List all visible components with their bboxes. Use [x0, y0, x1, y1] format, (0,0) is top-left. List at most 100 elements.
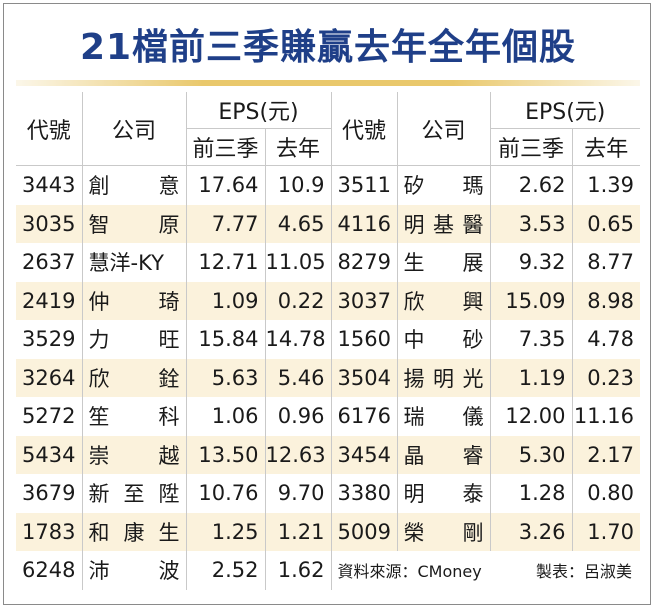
table-body: 3443 創意 17.64 10.9 3511 矽瑪 2.62 1.39 3035 智原 7.77 4… [16, 165, 640, 590]
company-name: 創意 [82, 165, 187, 205]
company-name: 生展 [397, 243, 491, 282]
header-code-left: 代號 [16, 92, 83, 166]
company-name-text: 和康生 [88, 520, 180, 545]
table-row: 3443 創意 17.64 10.9 3511 矽瑪 2.62 1.39 [16, 165, 640, 205]
data-source: 資料來源：CMoney [337, 562, 482, 582]
company-name: 中砂 [397, 320, 491, 359]
company-name: 矽瑪 [397, 165, 491, 205]
company-name-text: 智原 [88, 212, 180, 237]
company-name-text: 沛波 [88, 559, 180, 584]
eps-q3: 3.26 [490, 512, 573, 551]
company-name: 崇越 [82, 435, 187, 474]
company-name-text: 創意 [88, 174, 180, 199]
eps-last-year: 0.23 [572, 358, 640, 397]
eps-last-year: 1.62 [265, 551, 332, 590]
table-row: 3264 欣銓 5.63 5.46 3504 揚明光 1.19 0.23 [16, 358, 640, 397]
eps-q3: 12.00 [490, 397, 573, 436]
header-eps-left: EPS(元) [186, 92, 332, 129]
eps-q3: 1.06 [186, 397, 266, 436]
stock-code: 3443 [16, 165, 83, 205]
eps-q3: 1.28 [490, 474, 573, 513]
table-row: 3529 力旺 15.84 14.78 1560 中砂 7.35 4.78 [16, 320, 640, 359]
company-name: 明泰 [397, 474, 491, 513]
stock-code: 3679 [16, 474, 83, 513]
stock-code: 6176 [331, 397, 398, 436]
company-name-text: 力旺 [88, 328, 180, 353]
company-name: 榮剛 [397, 512, 491, 551]
company-name-text: 崇越 [88, 443, 180, 468]
stock-code: 2419 [16, 281, 83, 320]
table-row: 1783 和康生 1.25 1.21 5009 榮剛 3.26 1.70 [16, 512, 640, 551]
company-name: 明基醫 [397, 204, 491, 243]
header-q3-right: 前三季 [490, 128, 573, 166]
company-name-text: 矽瑪 [403, 174, 484, 199]
eps-last-year: 11.05 [265, 243, 332, 282]
eps-q3: 12.71 [186, 243, 266, 282]
stock-code: 3037 [331, 281, 398, 320]
stock-code: 5272 [16, 397, 83, 436]
stock-code: 3454 [331, 435, 398, 474]
company-name-text: 中砂 [403, 328, 484, 353]
table-row: 6248 沛波 2.52 1.62 資料來源：CMoney 製表：呂淑美 [16, 551, 640, 590]
eps-last-year: 8.77 [587, 250, 634, 275]
eps-last-year: 2.17 [572, 435, 640, 474]
eps-last-year: 1.21 [265, 512, 332, 551]
eps-q3: 5.63 [186, 358, 266, 397]
title-divider [16, 80, 640, 86]
header-company-right: 公司 [397, 92, 491, 166]
eps-last-year: 0.22 [265, 281, 332, 320]
company-name-text: 笙科 [88, 405, 180, 430]
company-name-text: 欣銓 [88, 366, 180, 391]
company-name-text: 榮剛 [403, 520, 484, 545]
company-name: 欣興 [397, 281, 491, 320]
eps-table: 代號 公司 EPS(元) 代號 公司 EPS(元) 前三季 去年 前三季 去年 … [16, 92, 640, 590]
company-name: 力旺 [82, 320, 187, 359]
company-name-text: 瑞儀 [403, 405, 484, 430]
company-name: 瑞儀 [397, 397, 491, 436]
stock-code: 5434 [16, 435, 83, 474]
eps-last-year: 0.80 [587, 481, 634, 506]
company-name: 慧洋-KY [82, 243, 187, 282]
header-company-left: 公司 [82, 92, 187, 166]
source-note: 資料來源：CMoney 製表：呂淑美 [331, 551, 640, 590]
eps-last-year: 8.98 [572, 281, 640, 320]
eps-q3: 3.53 [490, 204, 573, 243]
company-name-text: 慧洋-KY [88, 251, 164, 276]
eps-last-year: 4.78 [587, 327, 634, 352]
company-name-text: 晶睿 [403, 443, 484, 468]
company-name-text: 仲琦 [88, 289, 180, 314]
stock-code: 3504 [331, 358, 398, 397]
header-code-right: 代號 [331, 92, 398, 166]
stock-code: 3035 [16, 204, 83, 243]
stock-code: 5009 [331, 512, 398, 551]
table-author: 製表：呂淑美 [535, 562, 632, 582]
eps-last-year: 10.9 [265, 165, 332, 205]
eps-last-year: 9.70 [265, 474, 332, 513]
company-name: 欣銓 [82, 358, 187, 397]
company-name: 和康生 [82, 512, 187, 551]
eps-q3: 17.64 [186, 165, 266, 205]
stock-code: 3380 [331, 474, 398, 513]
eps-last-year: 4.65 [265, 204, 332, 243]
stock-code: 4116 [331, 204, 398, 243]
eps-last-year: 0.96 [265, 397, 332, 436]
header-eps-right: EPS(元) [490, 92, 640, 129]
table-frame: 21檔前三季賺贏去年全年個股 代號 公司 EPS(元) 代號 公司 EPS(元)… [3, 3, 651, 605]
header-lastyear-right: 去年 [572, 128, 640, 166]
company-name: 智原 [82, 204, 187, 243]
table-row: 5434 崇越 13.50 12.63 3454 晶睿 5.30 2.17 [16, 435, 640, 474]
company-name-text: 欣興 [403, 289, 484, 314]
eps-q3: 10.76 [186, 474, 266, 513]
company-name-text: 明泰 [403, 482, 484, 507]
stock-code: 3264 [16, 358, 83, 397]
eps-q3: 15.84 [186, 320, 266, 359]
table-row: 3035 智原 7.77 4.65 4116 明基醫 3.53 0.65 [16, 204, 640, 243]
company-name: 沛波 [82, 551, 187, 590]
company-name-text: 明基醫 [403, 212, 484, 237]
eps-last-year: 5.46 [265, 358, 332, 397]
eps-last-year: 0.65 [572, 204, 640, 243]
eps-last-year: 12.63 [265, 435, 332, 474]
company-name: 仲琦 [82, 281, 187, 320]
stock-code: 8279 [331, 243, 398, 282]
eps-q3: 1.25 [186, 512, 266, 551]
